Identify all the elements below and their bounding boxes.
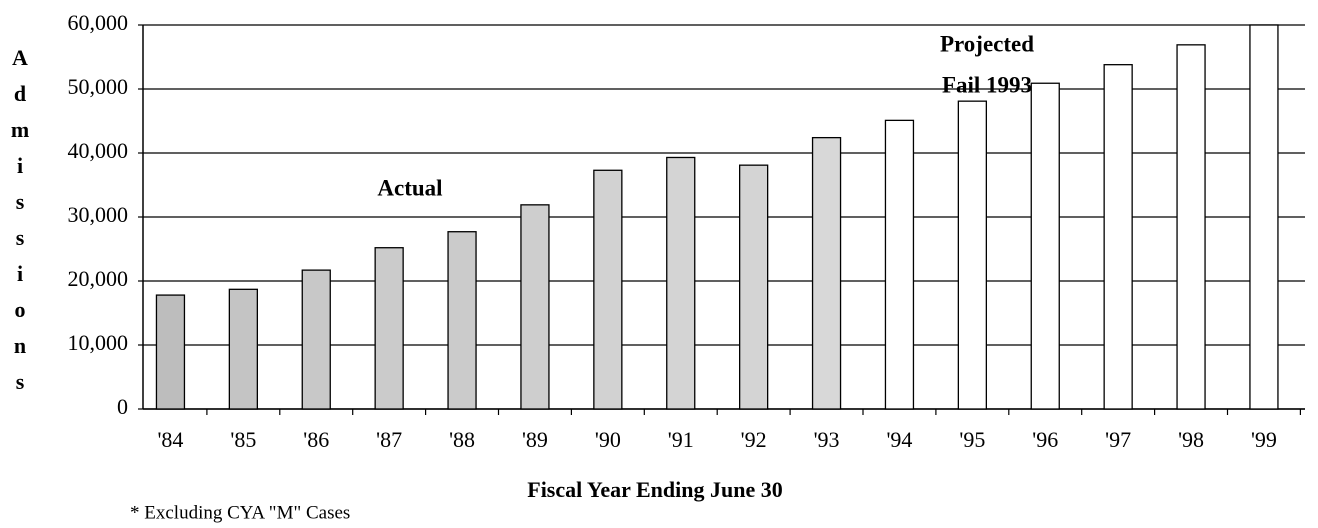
x-tick-label: '85 (230, 427, 256, 452)
annotation: Projected (940, 31, 1034, 56)
y-tick-label: 30,000 (68, 202, 129, 227)
x-tick-label: '87 (376, 427, 402, 452)
bar (520, 204, 550, 410)
bar (739, 164, 769, 410)
x-tick-label: '92 (741, 427, 767, 452)
y-tick-label: 0 (117, 394, 128, 419)
bar (1030, 82, 1060, 410)
bar (1249, 24, 1279, 410)
annotation: Fail 1993 (942, 72, 1032, 97)
x-tick-label: '97 (1105, 427, 1131, 452)
bar (957, 100, 987, 410)
x-tick-label: '95 (959, 427, 985, 452)
bar (155, 294, 186, 410)
bar (447, 231, 477, 410)
x-tick-label: '91 (668, 427, 694, 452)
bar (228, 288, 259, 410)
annotation: Actual (377, 175, 442, 200)
bar (1103, 64, 1133, 410)
x-tick-label: '96 (1032, 427, 1058, 452)
y-tick-label: 10,000 (68, 330, 129, 355)
x-tick-label: '89 (522, 427, 548, 452)
y-tick-label: 50,000 (68, 74, 129, 99)
x-tick-label: '93 (814, 427, 840, 452)
bar (1176, 44, 1206, 410)
footnote: * Excluding CYA "M" Cases (130, 502, 350, 523)
x-tick-label: '94 (886, 427, 912, 452)
y-tick-label: 20,000 (68, 266, 129, 291)
x-tick-label: '98 (1178, 427, 1204, 452)
bar (811, 136, 842, 410)
x-tick-label: '84 (157, 427, 183, 452)
bar (593, 169, 623, 410)
bar (884, 119, 915, 410)
x-tick-label: '86 (303, 427, 329, 452)
bar (666, 156, 696, 410)
x-axis-label: Fiscal Year Ending June 30 (527, 477, 782, 502)
y-tick-label: 40,000 (68, 138, 129, 163)
x-tick-label: '99 (1251, 427, 1277, 452)
x-tick-label: '90 (595, 427, 621, 452)
x-tick-label: '88 (449, 427, 475, 452)
y-tick-label: 60,000 (68, 10, 129, 35)
bar (374, 247, 404, 410)
bar (301, 269, 331, 410)
